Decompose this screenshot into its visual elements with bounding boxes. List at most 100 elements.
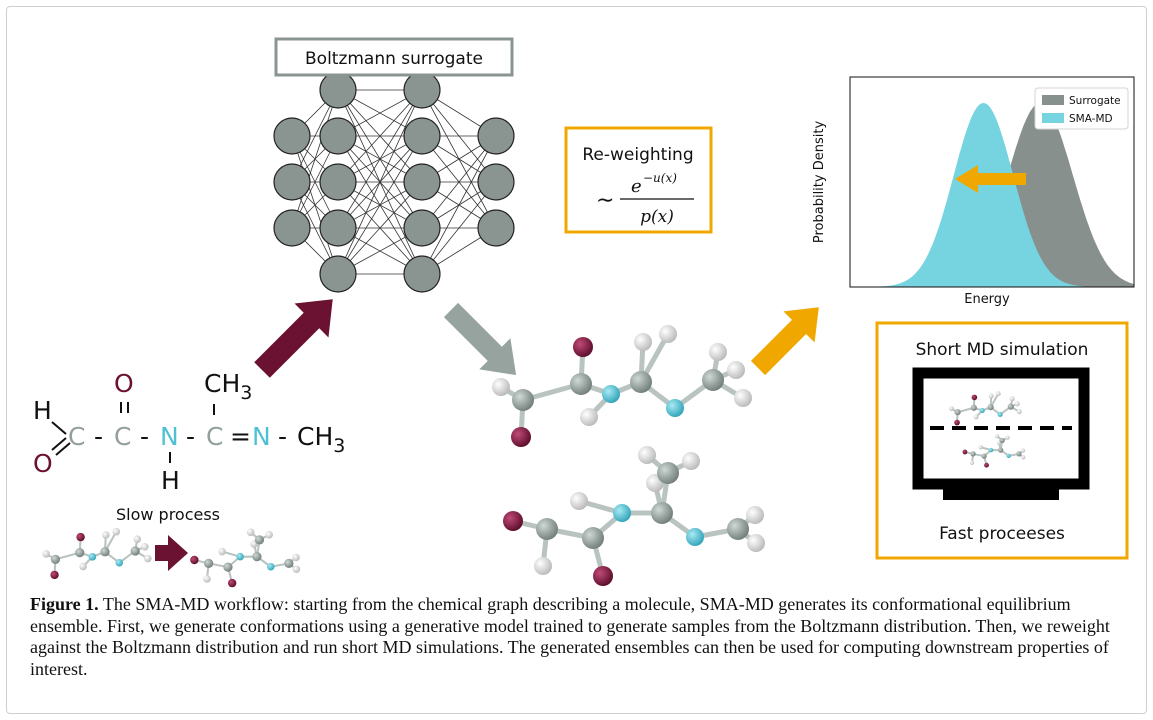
atom-h [978,445,983,450]
atom-n1: N [160,422,179,451]
atom-h [988,393,994,399]
atom-ch3-top: CH3 [204,369,252,404]
series-surrogate-area [850,103,1134,287]
atom-c [570,373,592,395]
bond-c-o-double-2 [55,442,71,456]
bond-c1-c2: - [94,422,103,451]
atom-c1: C [68,422,85,451]
atom-h [747,534,765,552]
atom-o [76,532,85,542]
atom-c [954,409,961,416]
atom-h [948,406,954,412]
energy-plot: Surrogate SMA-MD Energy Probability Dens… [812,76,1135,307]
atom-o [971,394,978,401]
legend-label-surrogate: Surrogate [1069,95,1121,107]
atom-h [1016,409,1022,415]
atom-o [954,419,960,426]
atom-h [634,333,652,351]
atom-h [580,408,598,426]
neuron [477,117,515,155]
atom-h [995,391,1001,397]
atom-h [265,531,273,539]
arrow-to-energy-plot [750,307,819,376]
figure-frame [6,6,1147,714]
molecule-small-before [42,527,152,580]
atom-c [50,554,61,564]
neuron [403,163,441,201]
atom-o [50,570,59,580]
series-sma-md-area [850,103,1134,287]
atom-n2: N [252,422,271,451]
neural-network [273,71,515,293]
atom-h [638,446,656,464]
approx-symbol: ∼ [596,188,614,213]
atom-h [218,547,226,556]
atom-h [973,414,979,420]
molecule-monitor-top [948,391,1022,426]
atom-h [746,506,764,524]
atom-o [511,427,531,447]
atom-o-top: O [114,369,134,398]
bond-n2-ch3: - [278,422,287,451]
short-md-label: Short MD simulation [916,340,1089,360]
numerator-exponent: −u(x) [643,171,677,185]
atom-h [1009,396,1015,402]
slow-process-arrow [155,535,188,571]
surrogate-title: Boltzmann surrogate [305,49,483,69]
atom-n [979,408,985,414]
atom-o [593,566,613,586]
atom-c [727,518,749,540]
atom-h [292,553,300,562]
atom-c [999,437,1005,444]
arrow-to-samples [443,302,517,376]
atom-h [709,343,727,361]
atom-h [492,378,510,396]
neuron [403,117,441,155]
atom-n [997,411,1003,418]
atom-h [42,550,50,558]
atom-h [969,460,975,465]
molecule-monitor-bottom [962,434,1026,468]
atom-h [727,361,745,379]
atom-h [112,527,121,536]
atom-c [252,552,262,562]
atom-h [1021,455,1026,460]
atom-c [1016,451,1022,457]
slow-process-label: Slow process [116,505,220,524]
molecule-small-after [190,528,301,588]
atom-h [141,542,149,551]
x-axis-label: Energy [964,292,1010,307]
atom-c [651,502,673,524]
atom-h-n: H [161,466,180,495]
bond-c2-n1: - [140,422,149,451]
atom-h [659,325,677,343]
bond-h-c [51,421,67,435]
neuron [319,255,357,293]
atom-h [1020,448,1026,453]
atom-c [998,447,1004,453]
atom-o [190,555,199,565]
atom-n [613,504,631,522]
atom-h [246,528,255,537]
caption-label: Figure 1. [30,594,99,614]
neuron [319,163,357,201]
atom-c [970,451,976,457]
legend-swatch-surrogate [1042,95,1064,105]
atom-c [284,558,294,568]
atom-c [970,404,977,411]
atom-n [666,399,684,417]
neuron [319,117,357,155]
bond-n1-c3: - [186,422,195,451]
y-axis-label: Probability Density [812,121,827,244]
neuron [477,209,515,247]
atom-o [962,449,968,455]
caption-text: The SMA-MD workflow: starting from the c… [30,594,1110,679]
atom-c [75,548,85,558]
atom-c [130,546,140,556]
atom-c [981,453,987,459]
atom-h [1005,435,1010,440]
reweighting-title: Re-weighting [582,145,693,165]
atom-c3: C [206,422,223,451]
neuron [319,71,357,109]
plot-legend: Surrogate SMA-MD [1034,87,1129,130]
